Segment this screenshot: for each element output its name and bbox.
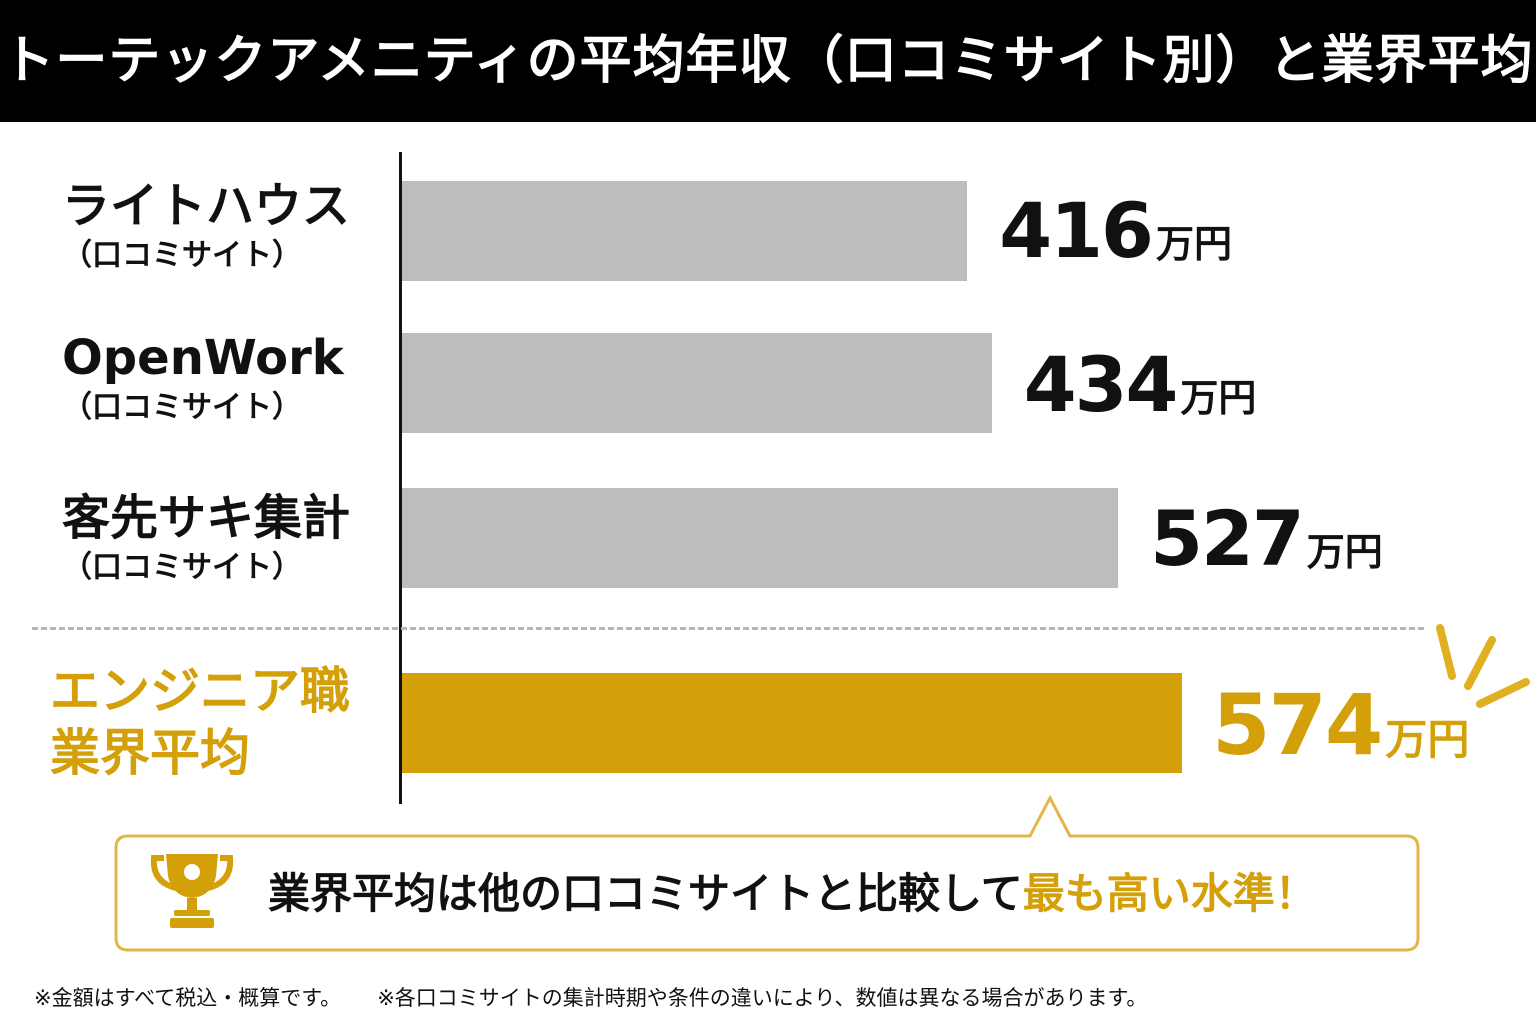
value-label-0: 416 万円: [999, 186, 1232, 275]
dashed-divider: [32, 627, 1424, 630]
callout-message: 業界平均は他の口コミサイトと比較して最も高い水準！: [268, 862, 1317, 926]
bar-openwork: [402, 333, 992, 433]
chart-title: トーテックアメニティの平均年収（口コミサイト別）と業界平均: [2, 31, 1534, 91]
footnotes: ※金額はすべて税込・概算です。 ※各口コミサイトの集計時期や条件の違いにより、数値…: [34, 982, 1147, 1012]
callout-box: [114, 794, 1420, 952]
value-label-1: 434 万円: [1024, 340, 1257, 429]
callout-main-text: 業界平均は他の口コミサイトと比較して: [268, 869, 1023, 918]
value-number: 574: [1212, 676, 1383, 774]
value-unit: 万円: [1155, 222, 1232, 266]
category-sub: （口コミサイト）: [62, 550, 302, 585]
footnote-2: ※各口コミサイトの集計時期や条件の違いにより、数値は異なる場合があります。: [377, 986, 1148, 1010]
category-name: ライトハウス: [62, 178, 351, 234]
category-name: OpenWork: [62, 330, 344, 386]
value-number: 416: [999, 186, 1154, 275]
bar-kyakusaki: [402, 488, 1119, 588]
value-label-2: 527 万円: [1150, 494, 1383, 583]
header-bar: トーテックアメニティの平均年収（口コミサイト別）と業界平均: [0, 0, 1536, 122]
value-number: 434: [1023, 340, 1179, 429]
category-sub: （口コミサイト）: [62, 390, 302, 425]
footnote-1: ※金額はすべて税込・概算です。: [34, 986, 342, 1010]
value-unit: 万円: [1306, 530, 1383, 574]
y-axis-line: [399, 152, 402, 804]
category-label-2: 客先サキ集計 （口コミサイト）: [62, 490, 350, 586]
highlight-name-line1: エンジニア職: [50, 662, 350, 720]
callout-emphasis-text: 最も高い水準！: [1022, 869, 1317, 918]
bar-industry-average: [402, 673, 1182, 773]
sparkle-lines-icon: [1436, 624, 1530, 708]
value-unit: 万円: [1385, 715, 1470, 764]
category-label-0: ライトハウス （口コミサイト）: [62, 178, 350, 274]
highlight-category-label: エンジニア職 業界平均: [50, 660, 350, 784]
category-sub: （口コミサイト）: [62, 238, 302, 273]
highlight-value-label: 574万円: [1212, 676, 1469, 774]
category-label-1: OpenWork （口コミサイト）: [62, 330, 344, 426]
value-unit: 万円: [1180, 376, 1257, 420]
bar-lighthouse: [402, 181, 968, 281]
value-number: 527: [1150, 494, 1305, 583]
category-name: 客先サキ集計: [62, 490, 351, 546]
trophy-icon: [150, 854, 234, 928]
highlight-name-line2: 業界平均: [50, 724, 250, 782]
